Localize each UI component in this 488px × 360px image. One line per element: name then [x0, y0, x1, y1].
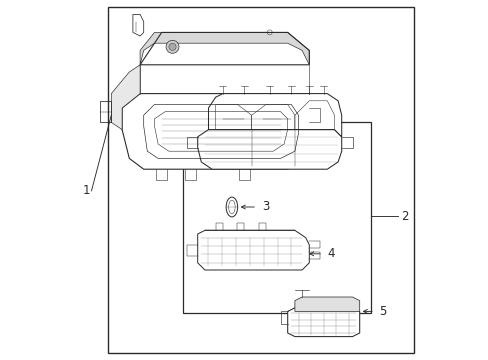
Polygon shape — [140, 32, 309, 65]
Polygon shape — [133, 14, 143, 36]
Text: 4: 4 — [326, 247, 334, 260]
Text: 2: 2 — [400, 210, 408, 222]
Ellipse shape — [225, 197, 237, 217]
Polygon shape — [197, 130, 341, 169]
Polygon shape — [294, 297, 359, 311]
Circle shape — [168, 43, 176, 50]
Polygon shape — [208, 94, 341, 137]
Text: 3: 3 — [261, 201, 268, 213]
Polygon shape — [197, 230, 309, 270]
Text: 1: 1 — [83, 184, 90, 197]
Bar — [107, 7, 413, 353]
Circle shape — [166, 40, 179, 53]
Polygon shape — [111, 65, 140, 130]
Bar — [183, 122, 370, 313]
Text: 5: 5 — [379, 305, 386, 318]
Polygon shape — [122, 94, 316, 169]
Polygon shape — [287, 308, 359, 337]
